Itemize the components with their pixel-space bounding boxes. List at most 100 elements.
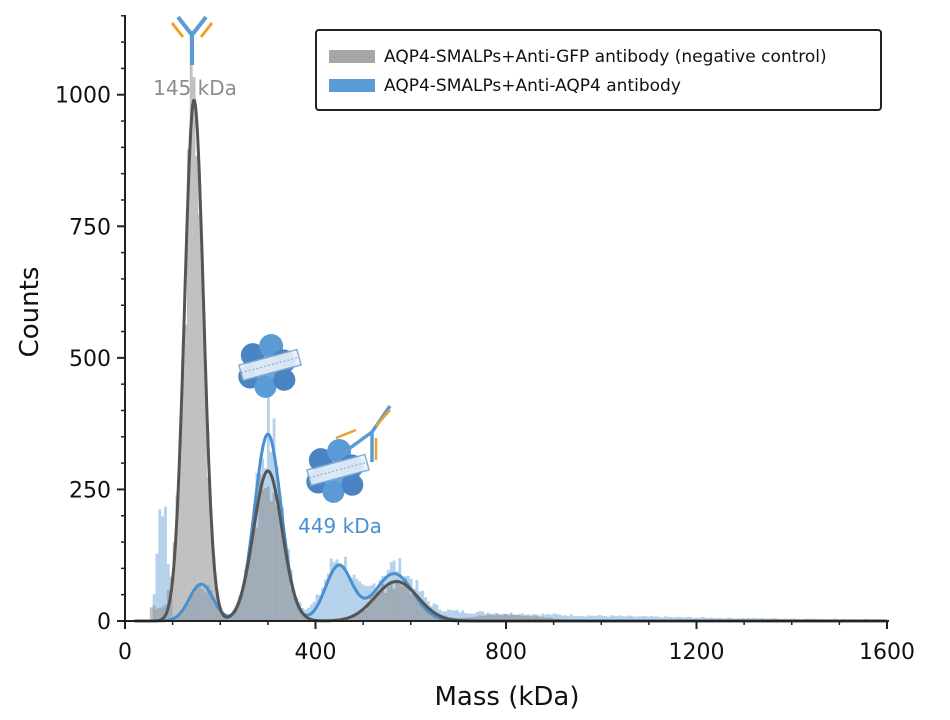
y-axis-title: Counts [15, 267, 45, 358]
histogram-bar-aqp4 [164, 506, 167, 621]
histogram-bar-aqp4 [595, 615, 599, 621]
histogram-bar-control [506, 615, 510, 621]
histogram-bar-control [266, 486, 270, 621]
histogram-bar-aqp4 [344, 556, 347, 621]
annotation-449-kda: 449 kDa [298, 514, 382, 538]
histogram-bar-aqp4 [338, 563, 342, 621]
histogram-bar-control [232, 613, 236, 621]
histogram-bar-control [226, 617, 230, 621]
histogram-bar-control [466, 617, 470, 621]
histogram-bar-control [209, 522, 213, 621]
histogram-bar-control [261, 489, 265, 621]
histogram-bar-aqp4 [601, 615, 605, 621]
histogram-bar-control [398, 584, 402, 621]
histogram-bar-control [181, 358, 185, 621]
histogram-bar-aqp4 [564, 615, 567, 621]
histogram-bar-control [501, 615, 505, 621]
legend-swatch-aqp4 [329, 79, 375, 92]
annotation-145-kda: 145 kDa [153, 76, 237, 100]
aqp4-smalp-antibody-complex-icon [306, 405, 392, 503]
histogram-bar-control [429, 612, 433, 621]
histogram-bar-control [258, 473, 262, 621]
aqp4-smalp-icon [238, 334, 302, 398]
histogram-bar-aqp4 [161, 516, 165, 621]
histogram-bar-aqp4 [644, 615, 647, 621]
histogram-bar-control [361, 611, 365, 621]
histogram-bar-aqp4 [321, 587, 325, 621]
histogram-bar-aqp4 [546, 613, 550, 621]
y-tick-label: 500 [69, 347, 111, 372]
histogram-bar-control [238, 595, 242, 621]
y-tick-label: 250 [69, 478, 111, 503]
histogram-bar-aqp4 [609, 615, 613, 621]
histogram-bar-aqp4 [458, 612, 462, 621]
histogram-bar-control [178, 455, 182, 621]
histogram-bar-control [401, 586, 405, 621]
y-tick-label: 0 [97, 610, 111, 635]
histogram-bar-control [212, 555, 216, 621]
histogram-bar-control [415, 593, 419, 621]
histogram-bar-control [495, 614, 499, 621]
histogram-bar-aqp4 [681, 617, 685, 621]
histogram-bar-aqp4 [709, 617, 713, 621]
histogram-bar-aqp4 [329, 558, 333, 621]
histogram-bar-control [418, 603, 422, 621]
legend: AQP4-SMALPs+Anti-GFP antibody (negative … [315, 29, 882, 111]
histogram-bar-aqp4 [355, 578, 359, 621]
histogram-bar-aqp4 [361, 584, 365, 621]
histogram-bar-control [349, 616, 353, 621]
histogram-bar-control [384, 593, 387, 621]
histogram-bar-control [386, 587, 390, 621]
histogram-bar-aqp4 [469, 613, 473, 621]
histogram-bar-control [424, 607, 427, 621]
histogram-bar-control [366, 602, 370, 621]
histogram-bar-control [544, 617, 547, 621]
histogram-bar-control [358, 610, 362, 621]
histogram-bar-aqp4 [638, 616, 642, 621]
histogram-bar-aqp4 [586, 615, 590, 621]
histogram-bar-aqp4 [581, 615, 585, 621]
histogram-bar-aqp4 [349, 577, 353, 621]
histogram-bar-control [381, 583, 385, 621]
histogram-bar-control [409, 594, 413, 621]
histogram-bar-control [224, 616, 227, 621]
histogram-bar-aqp4 [672, 617, 676, 621]
histogram-bar-aqp4 [358, 581, 362, 621]
histogram-bar-aqp4 [544, 614, 547, 621]
histogram-bar-aqp4 [592, 615, 596, 621]
histogram-bar-control [192, 77, 196, 621]
histogram-bar-control [249, 534, 253, 621]
histogram-bar-aqp4 [455, 609, 459, 621]
histogram-bar-control [372, 594, 376, 621]
histogram-bar-control [149, 607, 153, 621]
histogram-bar-aqp4 [635, 616, 639, 621]
histogram-bar-control [526, 615, 530, 621]
x-tick-label: 1600 [859, 640, 915, 665]
histogram-bar-control [512, 614, 516, 621]
histogram-bar-control [221, 614, 225, 621]
y-tick-label: 750 [69, 215, 111, 240]
legend-label-aqp4: AQP4-SMALPs+Anti-AQP4 antibody [384, 76, 681, 96]
histogram-bar-aqp4 [641, 616, 645, 621]
histogram-bar-aqp4 [461, 610, 465, 621]
histogram-bar-aqp4 [558, 614, 562, 621]
histogram-bar-aqp4 [718, 617, 722, 621]
histogram-bar-control [229, 616, 233, 621]
histogram-bar-aqp4 [575, 616, 579, 621]
histogram-bar-control [158, 607, 162, 621]
histogram-bar-control [241, 586, 245, 621]
histogram-bar-control [524, 615, 527, 621]
histogram-bar-aqp4 [729, 617, 733, 621]
histogram-bar-control [286, 566, 290, 621]
histogram-bar-control [535, 616, 539, 621]
histogram-bar-aqp4 [612, 615, 616, 621]
histogram-bar-control [412, 590, 416, 621]
histogram-bar-aqp4 [446, 609, 450, 621]
histogram-bar-control [246, 563, 250, 621]
plot-area [134, 30, 887, 623]
histogram-bar-aqp4 [332, 562, 336, 621]
histogram-bar-aqp4 [449, 609, 453, 621]
histogram-bar-control [498, 614, 502, 621]
histogram-bar-control [389, 580, 393, 621]
axis-ticks: 0 400 800 1200 1600 0 250 500 750 1000 [55, 15, 915, 665]
